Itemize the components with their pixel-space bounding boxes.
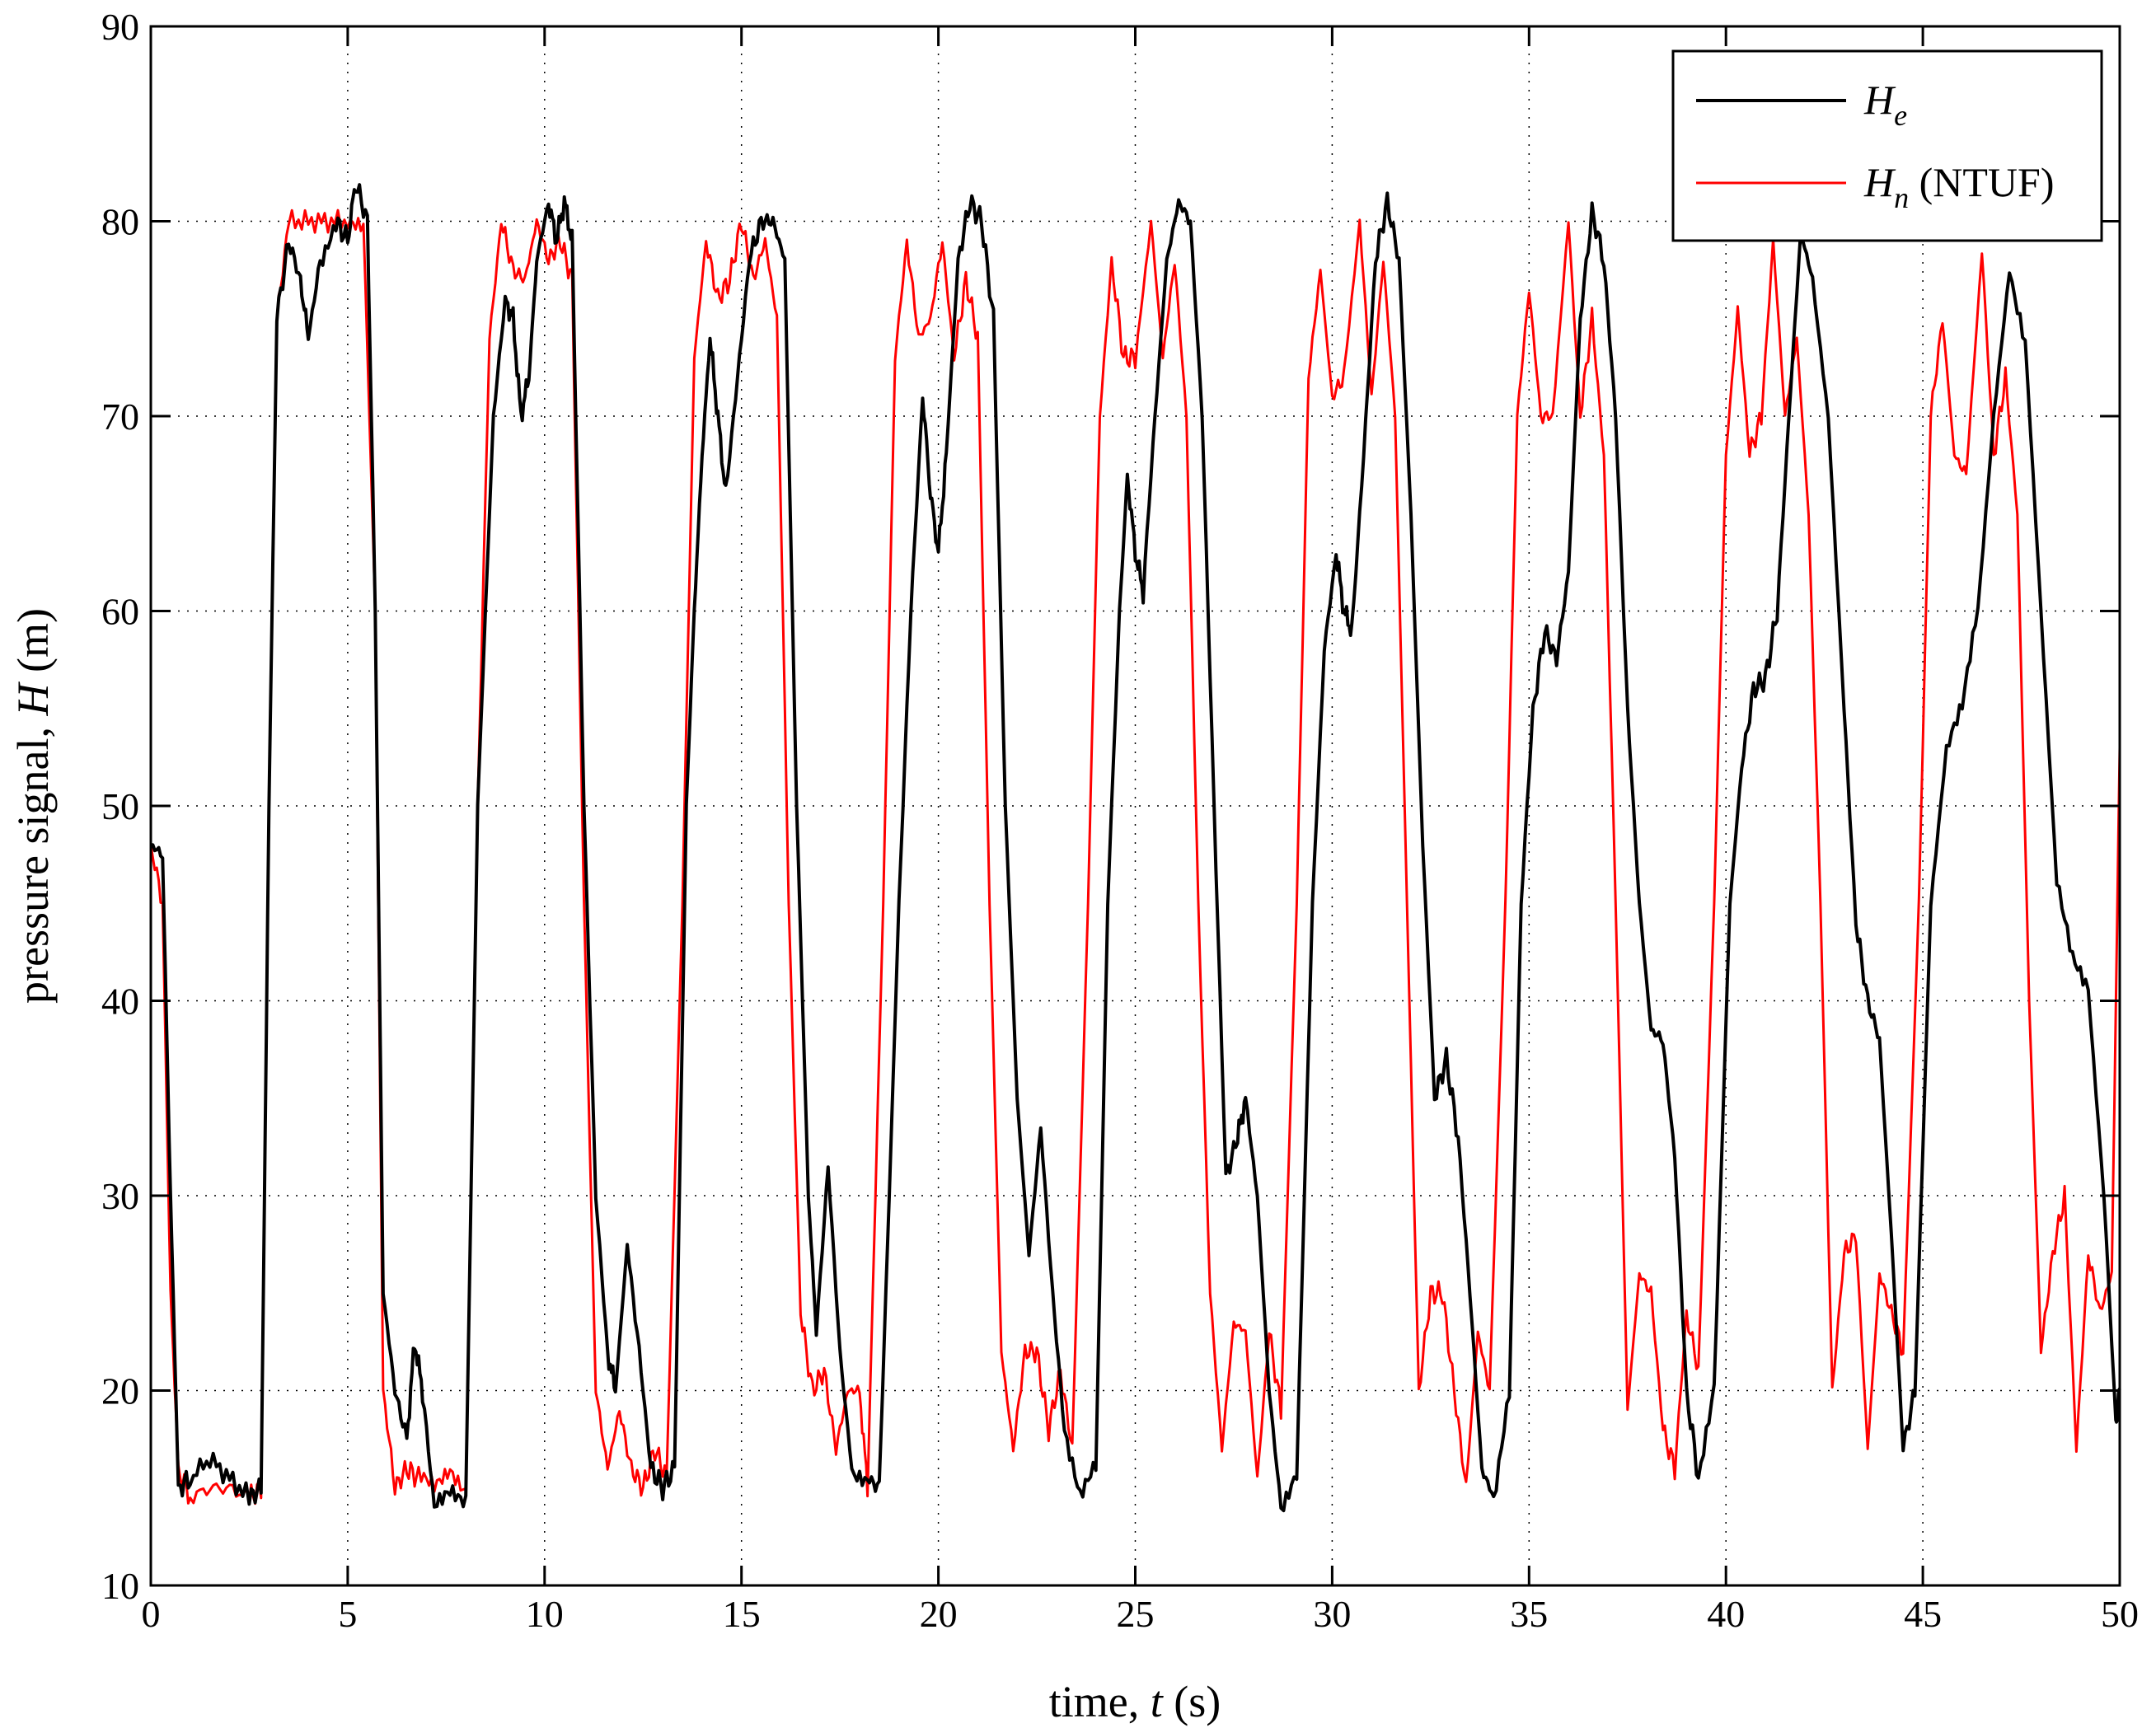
y-axis-label: pressure signal, H (m) (8, 608, 58, 1004)
y-axis-label-var: H (8, 681, 58, 717)
x-tick-label: 40 (1707, 1593, 1745, 1635)
y-tick-label: 30 (101, 1175, 139, 1217)
legend-box (1671, 49, 2103, 242)
legend-label-hn: Hn (NTUF) (1863, 159, 2054, 214)
y-tick-label: 60 (101, 591, 139, 633)
y-tick-label: 10 (101, 1565, 139, 1607)
legend-he-var: H (1863, 77, 1896, 123)
x-tick-label: 5 (338, 1593, 357, 1635)
axis-ticks (149, 25, 2121, 1587)
x-axis-label: time, t (s) (1049, 1677, 1221, 1726)
x-tick-labels: 0 5 10 15 20 25 30 35 40 45 50 (142, 1593, 2140, 1635)
x-axis-label-prefix: time, (1049, 1677, 1151, 1726)
legend-hn-suffix: (NTUF) (1909, 159, 2054, 205)
grid-lines (151, 26, 2120, 1585)
x-axis-label-var: t (1151, 1677, 1165, 1726)
y-tick-label: 40 (101, 981, 139, 1023)
x-tick-label: 0 (142, 1593, 161, 1635)
y-tick-labels: 10 20 30 40 50 60 70 80 90 (101, 6, 139, 1607)
x-tick-label: 50 (2101, 1593, 2139, 1635)
legend-hn-sub: n (1894, 181, 1909, 214)
y-axis-label-suffix: (m) (8, 608, 58, 683)
series-line-he (150, 183, 2121, 1513)
legend: He Hn (NTUF) (1671, 49, 2103, 242)
y-tick-label: 80 (101, 201, 139, 243)
legend-label-he: He (1863, 77, 1907, 132)
x-tick-label: 15 (723, 1593, 761, 1635)
y-tick-label: 70 (101, 396, 139, 438)
legend-hn-var: H (1863, 159, 1896, 205)
x-tick-label: 45 (1904, 1593, 1942, 1635)
y-tick-label: 20 (101, 1370, 139, 1412)
legend-he-sub: e (1894, 99, 1907, 132)
y-axis-label-prefix: pressure signal, (8, 716, 58, 1004)
y-tick-label: 50 (101, 785, 139, 827)
series-group (149, 183, 2121, 1513)
x-tick-label: 25 (1117, 1593, 1155, 1635)
x-tick-label: 30 (1313, 1593, 1351, 1635)
x-tick-label: 20 (920, 1593, 958, 1635)
series-line-hn (149, 208, 2121, 1506)
x-tick-label: 10 (526, 1593, 564, 1635)
x-axis-label-suffix: (s) (1163, 1677, 1221, 1726)
y-tick-label: 90 (101, 6, 139, 48)
x-tick-label: 35 (1510, 1593, 1548, 1635)
